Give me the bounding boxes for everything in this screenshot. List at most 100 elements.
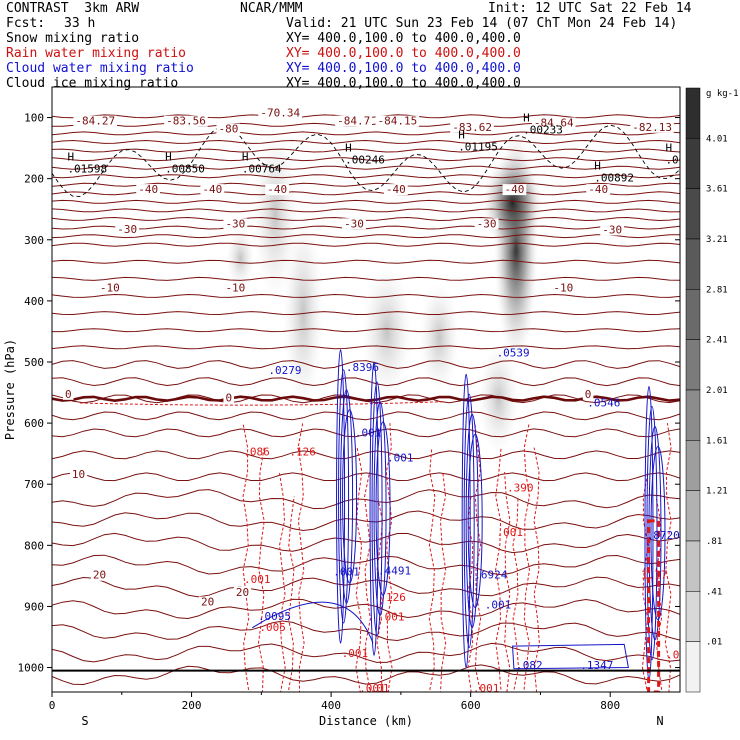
cloud-water-column-1-2 xyxy=(373,401,387,616)
snow-label: .00850 xyxy=(165,163,205,176)
colorbar-swatch-11 xyxy=(685,641,701,693)
temperature-contour-35 xyxy=(52,620,680,642)
colorbar-unit: g kg-1 xyxy=(706,89,739,99)
rain-contour-14 xyxy=(504,471,511,692)
snow-shading-5 xyxy=(361,264,412,399)
cloud-water-column-0-3 xyxy=(342,409,358,584)
y-tick-label: 1000 xyxy=(18,662,45,675)
temperature-label: -40 xyxy=(138,183,158,196)
rain-contour-3 xyxy=(287,496,295,692)
north-end-label: N xyxy=(656,714,663,728)
temperature-contour-21 xyxy=(52,345,680,350)
temperature-contour-13 xyxy=(52,225,680,230)
y-tick-label: 100 xyxy=(24,112,44,125)
rain-label: .001 xyxy=(378,611,405,624)
snow-xy-label: XY= 400.0,100.0 to 400.0,400.0 xyxy=(286,31,521,46)
forecast-hour-value: 33 h xyxy=(64,16,96,31)
temperature-label: -84.7 xyxy=(337,115,370,128)
x-tick-label: 400 xyxy=(321,699,341,712)
rain-contour-6 xyxy=(364,471,371,692)
colorbar-swatch-9 xyxy=(685,540,701,592)
snow-max-marker: H xyxy=(665,141,672,154)
temperature-label-bg-27 xyxy=(90,569,109,581)
temperature-label-bg-19 xyxy=(600,224,625,236)
snow-shading-7 xyxy=(226,227,255,289)
rain-contour-0 xyxy=(242,423,250,692)
colorbar-label: .81 xyxy=(706,537,722,547)
rain-contour-5 xyxy=(355,447,363,692)
colorbar-label: 2.81 xyxy=(706,285,728,295)
cloud-water-label: .8396 xyxy=(346,361,379,374)
colorbar-label: 1.61 xyxy=(706,436,728,446)
temperature-label: 0 xyxy=(585,388,592,401)
temperature-contour-17 xyxy=(52,276,680,281)
cloud-water-column-1-3 xyxy=(375,421,391,596)
temperature-label: -30 xyxy=(225,217,245,230)
temperature-contour-27 xyxy=(52,450,680,460)
cloud-water-label: .0546 xyxy=(587,397,620,410)
rain-contour-9 xyxy=(428,447,436,692)
temperature-label-bg-17 xyxy=(342,218,366,230)
rain-contour-7 xyxy=(376,496,384,692)
temperature-label-bg-10 xyxy=(200,184,225,196)
temperature-label: 10 xyxy=(72,468,85,481)
rain-contour-18 xyxy=(641,471,649,692)
temperature-label-bg-22 xyxy=(551,282,576,294)
temperature-label-bg-18 xyxy=(474,218,499,230)
temperature-label: -84.27 xyxy=(75,115,115,128)
colorbar-label: 2.01 xyxy=(706,386,728,396)
rain-contour-2 xyxy=(278,471,286,692)
colorbar-swatch-1 xyxy=(685,138,701,189)
rain-label: .001 xyxy=(666,648,693,661)
colorbar-swatch-5 xyxy=(685,339,701,391)
temperature-label: 0 xyxy=(225,392,232,405)
organization-label: NCAR/MMM xyxy=(240,1,303,16)
cloud-water-label: .001 xyxy=(387,452,414,465)
colorbar-swatch-3 xyxy=(685,238,701,290)
snow-label: .0086 xyxy=(665,153,698,166)
temperature-label-bg-5 xyxy=(375,115,420,127)
temperature-contour-20 xyxy=(52,328,680,333)
snow-label: .00764 xyxy=(242,163,282,176)
snow-max-marker: H xyxy=(458,129,465,142)
model-title: CONTRAST 3km ARW xyxy=(6,1,140,16)
temperature-contour-19 xyxy=(52,311,680,316)
rain-label: .001 xyxy=(473,682,500,695)
snow-shading-6 xyxy=(419,282,460,393)
cloud-water-label: .8720 xyxy=(647,529,680,542)
x-tick-label: 0 xyxy=(49,699,56,712)
temperature-label: 20 xyxy=(201,596,214,609)
temperature-label-bg-21 xyxy=(223,282,248,294)
cloud-water-label: .001 xyxy=(485,598,512,611)
temperature-contour-33 xyxy=(52,576,680,598)
temperature-contour-28 xyxy=(52,472,680,482)
temperature-label: -40 xyxy=(202,183,222,196)
snow-label: .00233 xyxy=(523,123,563,136)
temperature-contour-12 xyxy=(52,216,680,222)
rain-label: .005 xyxy=(259,621,286,634)
rain-contour-1 xyxy=(257,447,265,692)
temperature-contour-18 xyxy=(52,293,680,298)
rain-contour-17 xyxy=(533,447,540,692)
rain-contour-10 xyxy=(439,471,447,692)
temperature-label: 20 xyxy=(236,586,249,599)
temperature-label: -84.15 xyxy=(378,115,418,128)
cloud-water-low-band xyxy=(512,643,629,670)
snow-max-marker: H xyxy=(67,151,74,164)
temperature-contour-31 xyxy=(52,532,680,554)
temperature-label-bg-1 xyxy=(164,115,208,127)
temperature-label: -83.56 xyxy=(166,115,206,128)
rain-contour-13 xyxy=(495,447,502,692)
colorbar-label: 3.61 xyxy=(706,185,728,195)
field-legend-snow: Snow mixing ratio xyxy=(6,31,140,46)
temperature-label-bg-11 xyxy=(265,184,290,196)
snow-max-marker: H xyxy=(594,160,601,173)
temperature-label-bg-12 xyxy=(383,184,408,196)
cloud-water-label: .1347 xyxy=(580,659,613,672)
field-legend-rain-xy: XY= 400.0,100.0 to 400.0,400.0 xyxy=(286,46,521,61)
cloud-water-arc xyxy=(251,601,374,644)
y-tick-label: 500 xyxy=(24,356,44,369)
temperature-label-bg-0 xyxy=(73,115,118,127)
temperature-contour-15 xyxy=(52,242,680,247)
